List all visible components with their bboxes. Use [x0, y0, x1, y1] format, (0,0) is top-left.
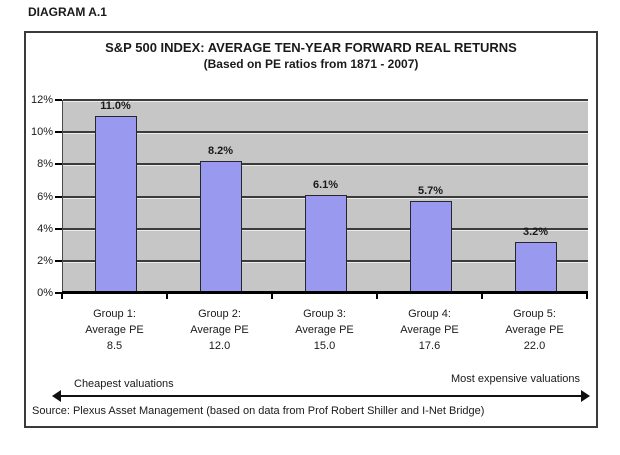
group-label-line: Average PE: [295, 324, 354, 336]
y-tick-mark: [55, 195, 62, 198]
chart-subtitle: (Based on PE ratios from 1871 - 2007): [203, 57, 419, 71]
group-label-line: 22.0: [523, 340, 546, 352]
group-label-line: 15.0: [313, 340, 336, 352]
y-tick-mark: [55, 292, 62, 294]
x-axis-labels: Group 1: Average PE 8.5 Group 2: Average PE 1…: [62, 306, 587, 358]
bar: [94, 116, 137, 293]
x-axis-baseline: [62, 291, 588, 294]
diagram-label: DIAGRAM A.1: [28, 5, 107, 19]
x-tick-mark: [376, 294, 378, 299]
bar: [514, 241, 557, 293]
chart-frame: S&P 500 INDEX: AVERAGE TEN-YEAR FORWARD …: [24, 31, 598, 428]
chart-title: S&P 500 INDEX: AVERAGE TEN-YEAR FORWARD …: [105, 40, 517, 55]
bar-value-label: 6.1%: [312, 178, 339, 191]
arrow-right-icon: [581, 390, 590, 402]
group-label-line: Group 2:: [198, 308, 241, 320]
x-tick-mark: [271, 294, 273, 299]
x-axis-ticks: [61, 293, 588, 299]
group-label-line: Average PE: [190, 324, 249, 336]
group-label-line: Group 5:: [513, 308, 556, 320]
group-label: Group 2: Average PE 12.0: [167, 306, 272, 358]
gridline-10%: [63, 131, 588, 134]
group-label-line: Average PE: [505, 324, 564, 336]
group-label-line: Average PE: [400, 324, 459, 336]
bar: [409, 201, 452, 293]
group-label-line: 8.5: [106, 340, 123, 352]
bar: [304, 194, 347, 293]
bar-value-label: 8.2%: [207, 145, 234, 158]
y-tick-mark: [55, 227, 62, 230]
y-tick-mark: [55, 163, 62, 166]
gridline-8%: [63, 163, 588, 166]
group-label-line: 12.0: [208, 340, 231, 352]
bar-value-label: 5.7%: [417, 185, 444, 198]
bar-value-label: 11.0%: [100, 100, 131, 113]
group-label-line: Average PE: [85, 324, 144, 336]
y-tick-label: 0%: [37, 287, 53, 299]
most-expensive-valuations-label: Most expensive valuations: [450, 373, 580, 385]
valuation-arrow-line: [60, 395, 582, 397]
group-label: Group 1: Average PE 8.5: [62, 306, 167, 358]
group-label: Group 3: Average PE 15.0: [272, 306, 377, 358]
group-label: Group 5: Average PE 22.0: [482, 306, 587, 358]
y-tick-mark: [55, 99, 62, 101]
y-tick-mark: [55, 131, 62, 134]
y-tick-label: 8%: [37, 158, 53, 171]
x-tick-mark: [481, 294, 483, 299]
y-tick-label: 2%: [37, 254, 53, 267]
x-tick-mark: [166, 294, 168, 299]
group-label-line: 17.6: [418, 340, 441, 352]
bar: [199, 161, 242, 293]
gridline-12%: [63, 99, 588, 101]
bar-value-label: 3.2%: [522, 225, 549, 238]
group-label-line: Group 3:: [303, 308, 346, 320]
source-credit: Source: Plexus Asset Management (based o…: [32, 405, 485, 417]
y-tick-label: 12%: [30, 94, 53, 106]
x-tick-mark: [61, 294, 63, 299]
y-tick-label: 6%: [37, 190, 53, 203]
y-tick-label: 10%: [30, 126, 53, 139]
group-label-line: Group 4:: [408, 308, 451, 320]
arrow-left-icon: [52, 390, 61, 402]
plot-area: 11.0% 8.2% 6.1% 5.7% 3.2%: [62, 99, 588, 294]
group-label-line: Group 1:: [93, 308, 136, 320]
group-label: Group 4: Average PE 17.6: [377, 306, 482, 358]
x-tick-mark: [586, 294, 588, 299]
y-axis: 0% 2% 4% 6% 8% 10% 12%: [26, 94, 62, 299]
y-tick-mark: [55, 259, 62, 262]
cheapest-valuations-label: Cheapest valuations: [74, 378, 174, 390]
y-tick-label: 4%: [37, 222, 53, 235]
